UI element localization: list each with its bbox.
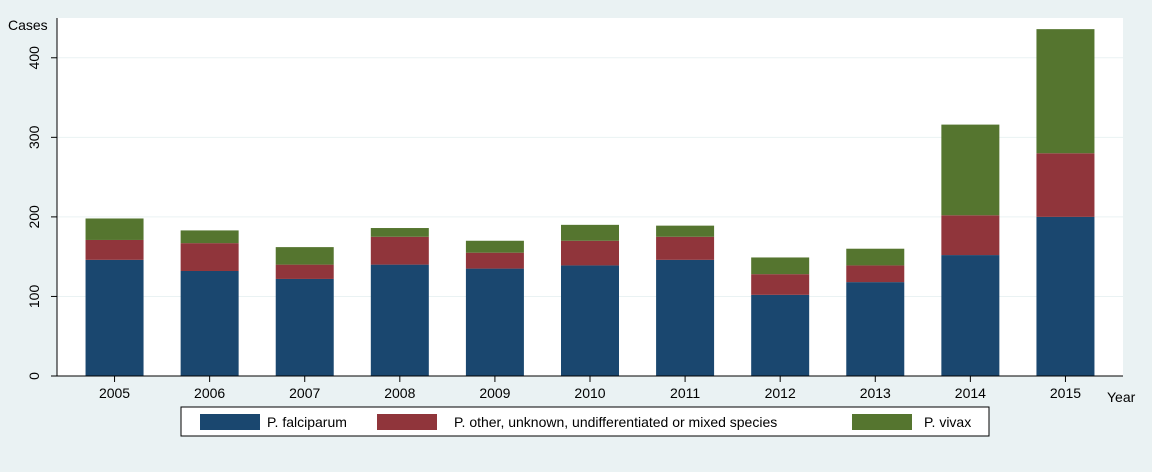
bar-2005-series-2 [85, 218, 144, 240]
x-tick-label: 2012 [765, 385, 796, 401]
bar-2011-series-0 [656, 259, 715, 376]
y-tick-label: 100 [26, 285, 42, 309]
y-tick-label: 300 [26, 125, 42, 149]
x-tick-label: 2007 [289, 385, 320, 401]
bar-2010-series-2 [561, 224, 619, 241]
bar-2008-series-1 [370, 236, 429, 265]
bar-2012-series-1 [751, 274, 810, 295]
bar-2007-series-0 [275, 278, 334, 376]
bar-2015-series-0 [1036, 216, 1095, 376]
legend-label-1: P. other, unknown, undifferentiated or m… [454, 414, 777, 430]
bar-2008-series-0 [370, 264, 429, 376]
legend-label-0: P. falciparum [267, 414, 347, 430]
x-tick-label: 2006 [194, 385, 225, 401]
x-tick-label: 2005 [99, 385, 130, 401]
bar-2014-series-2 [941, 124, 1000, 216]
bar-2014-series-1 [941, 215, 1000, 256]
bar-2005-series-0 [85, 259, 144, 376]
x-tick-label: 2011 [670, 385, 700, 401]
y-axis-label: Cases [8, 17, 48, 33]
legend-label-2: P. vivax [924, 414, 971, 430]
bar-2013-series-1 [846, 265, 905, 283]
bar-2012-series-2 [751, 257, 810, 275]
bar-2009-series-1 [465, 252, 524, 269]
x-tick-label: 2009 [479, 385, 510, 401]
bar-2006-series-1 [180, 243, 239, 271]
bar-2006-series-0 [180, 270, 239, 376]
bar-2007-series-2 [275, 247, 334, 265]
bar-2013-series-2 [846, 248, 905, 266]
legend-swatch-1 [377, 414, 437, 430]
bar-2009-series-2 [465, 240, 524, 253]
bar-2015-series-2 [1036, 29, 1095, 154]
bar-2015-series-1 [1036, 153, 1095, 217]
legend-swatch-2 [852, 414, 912, 430]
x-tick-label: 2015 [1050, 385, 1081, 401]
bar-2007-series-1 [275, 264, 334, 279]
bar-2013-series-0 [846, 282, 905, 376]
x-tick-label: 2014 [955, 385, 986, 401]
bar-2009-series-0 [465, 268, 524, 376]
x-axis-label: Year [1107, 389, 1136, 405]
y-tick-label: 400 [26, 46, 42, 70]
bar-2010-series-1 [561, 240, 619, 266]
x-tick-label: 2010 [574, 385, 605, 401]
x-tick-label: 2008 [384, 385, 415, 401]
y-tick-label: 200 [26, 205, 42, 229]
x-tick-label: 2013 [860, 385, 891, 401]
bar-2008-series-2 [370, 228, 429, 237]
bar-2005-series-1 [85, 239, 144, 260]
bar-2011-series-2 [656, 225, 715, 237]
bar-2011-series-1 [656, 236, 715, 260]
bar-2006-series-2 [180, 230, 239, 244]
bar-2010-series-0 [561, 265, 619, 376]
legend-swatch-0 [200, 414, 260, 430]
bar-2014-series-0 [941, 255, 1000, 376]
y-tick-label: 0 [26, 372, 42, 380]
bar-2012-series-0 [751, 294, 810, 376]
